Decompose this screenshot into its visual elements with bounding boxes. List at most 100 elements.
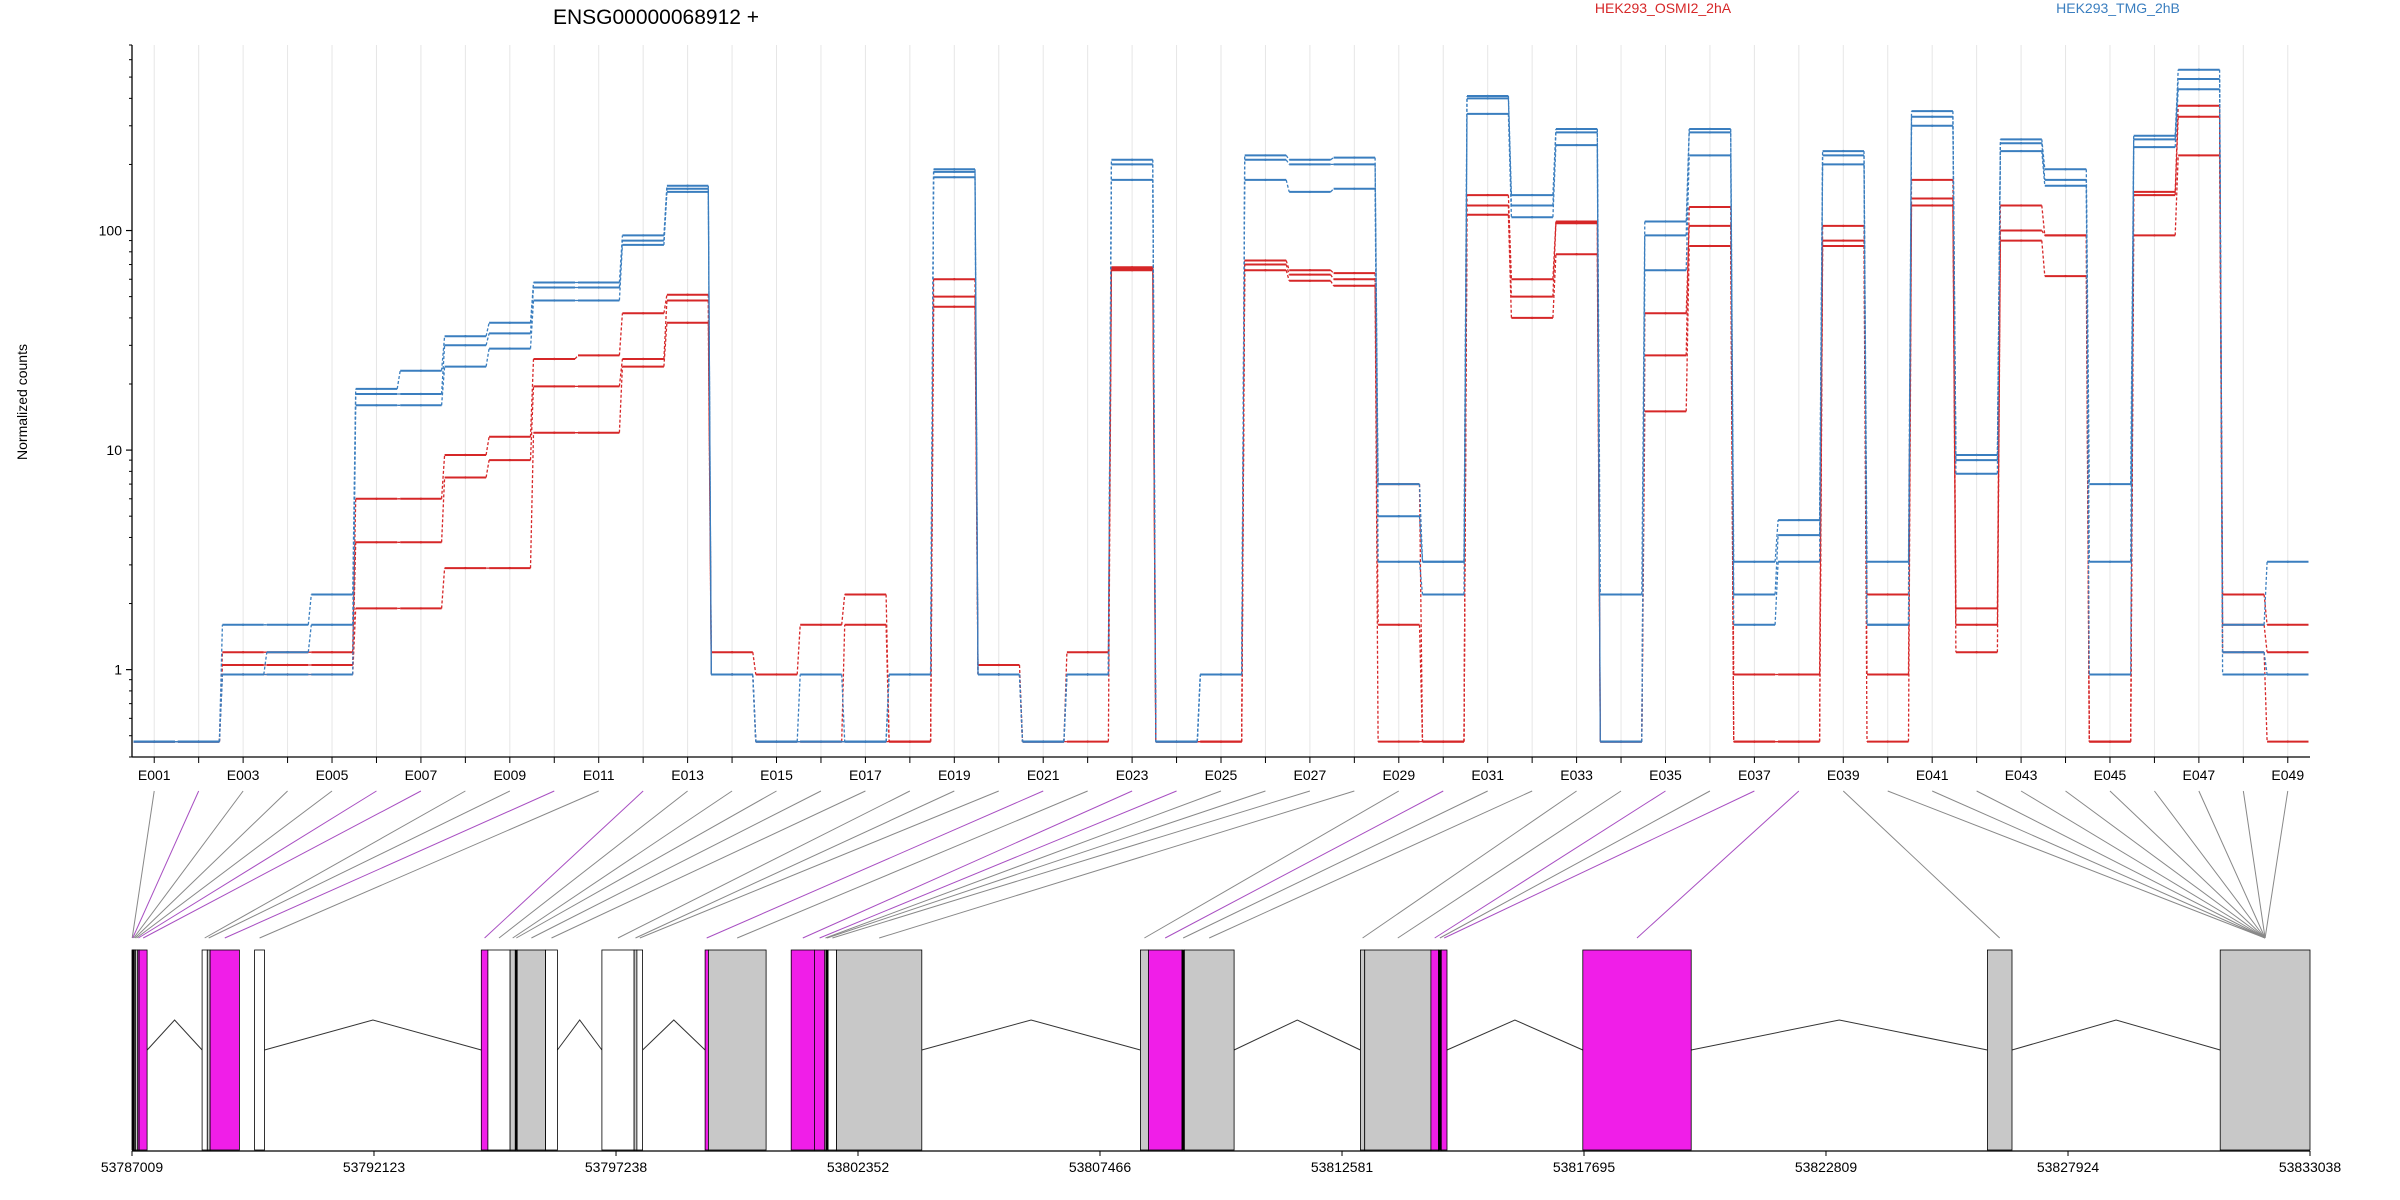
exon-bin [1438,949,1442,1151]
data-point [1442,593,1445,596]
data-point [508,435,511,438]
bin-connector [132,790,200,939]
x-tick-label: E047 [2183,767,2216,783]
data-point [1842,239,1845,242]
data-point [1397,482,1401,486]
data-point [1308,190,1312,194]
data-point [1797,560,1801,563]
bin-connector [802,790,1133,939]
intron-line [2011,1019,2221,1051]
genomic-tick-label: 53827924 [2037,1159,2100,1175]
data-point [1486,204,1489,207]
bin-connector [1434,790,1666,939]
x-tick-label: E033 [1560,767,1593,783]
bin-connector [131,790,155,939]
bin-connector [1887,790,2266,939]
data-point [330,593,334,596]
data-point [1619,740,1623,743]
bin-connector [142,790,422,939]
data-point [1397,560,1401,563]
bin-connector [2198,790,2266,939]
axes-layer: 1 10 100 E001 E003 E005 E007 E009 E011 E013 E015 E0… [99,44,2310,783]
data-point [419,497,423,500]
intron-line [556,1019,603,1051]
data-point [419,607,423,610]
x-tick-label: E005 [316,767,349,783]
data-point [1353,156,1356,159]
data-point [553,385,556,388]
data-point [464,566,467,570]
bin-connector [2264,790,2289,939]
exon-bin [487,949,511,1151]
x-tick-label: E023 [1116,767,1149,783]
genomic-tick-label: 53812581 [1311,1159,1374,1175]
x-tick-label: E031 [1471,767,1504,783]
data-point [1664,410,1667,413]
data-point [819,623,823,626]
intron-line [146,1019,203,1051]
data-point [1397,740,1401,743]
x-tick-label: E039 [1827,767,1860,783]
data-point [1931,124,1934,128]
data-point [464,453,467,457]
data-point [2286,673,2289,676]
data-point [2019,142,2023,145]
exon-bin [201,949,208,1151]
exon-bin [1148,949,1183,1151]
exon-bin [636,949,644,1151]
bin-connector [1362,790,1577,939]
data-point [1353,278,1356,281]
bin-connector [531,790,822,939]
data-point [241,623,245,626]
data-point [2197,68,2201,71]
data-point [953,295,956,298]
bin-connector [1144,790,1400,939]
data-point [2108,673,2112,676]
data-point [1797,673,1801,676]
exon-bin [790,949,815,1151]
data-point [2286,560,2289,563]
data-point [1575,220,1578,223]
data-point [1708,205,1712,209]
exon-bin [1987,949,2013,1151]
data-point [375,404,378,407]
exon-bin [704,949,709,1151]
data-point [1931,109,1934,113]
data-point [2064,234,2067,237]
legend-label-osmi2: HEK293_OSMI2_2hA [1595,0,1732,16]
data-point [1975,623,1978,626]
grid-layer [153,45,2289,757]
data-point [1353,163,1356,166]
data-point [642,357,645,361]
data-point [1886,673,1889,676]
data-point [2153,134,2156,137]
bin-connector [639,790,999,939]
x-tick-label: E041 [1916,767,1949,783]
data-point [953,278,956,281]
data-point [419,369,423,372]
bin-connector [1397,790,1622,939]
data-point [2242,593,2245,596]
data-point [1264,259,1267,262]
data-point [953,176,956,179]
data-point [1575,143,1578,147]
data-point [597,299,600,302]
bin-connector [1439,790,1711,939]
data-point [597,431,600,434]
exon-bin [633,949,638,1151]
data-point [375,497,378,500]
data-point [2019,204,2023,207]
data-point [1575,253,1578,256]
data-point [819,740,823,743]
bin-connector [1208,790,1533,939]
data-point [1708,154,1712,157]
data-point [2019,239,2023,242]
x-tick-label: E043 [2005,767,2038,783]
data-point [908,673,912,676]
data-point [1664,269,1667,272]
bin-connector [2154,790,2266,939]
intron-line [1691,1019,1988,1051]
data-point [1486,112,1489,116]
data-point [1708,224,1712,228]
bin-connector [512,790,733,939]
